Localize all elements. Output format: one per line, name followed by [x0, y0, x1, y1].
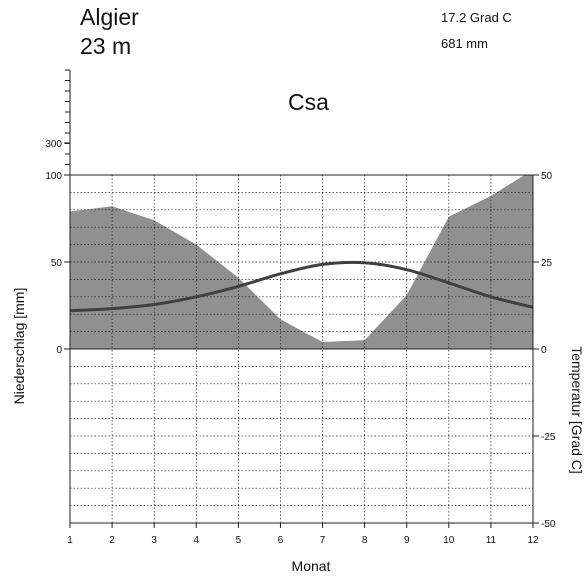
temperature-line	[69, 260, 534, 313]
y-axis-label: Niederschlag [mm]	[11, 288, 27, 405]
temperature-line-layer	[69, 260, 534, 313]
x-tick-label: 12	[527, 535, 539, 546]
x-tick-label: 11	[486, 535, 497, 546]
chart-title: Csa	[288, 89, 329, 115]
annual-precipitation: 681 mm	[441, 36, 488, 51]
grid-layer	[70, 175, 533, 523]
station-elevation: 23 m	[80, 33, 131, 59]
y-tick-label: 300	[45, 139, 62, 150]
precipitation-area	[70, 175, 533, 349]
y-tick-label: 50	[51, 258, 63, 269]
x-tick-label: 4	[193, 535, 199, 546]
x-tick-label: 7	[320, 535, 326, 546]
x-tick-label: 8	[362, 535, 368, 546]
x-tick-label: 6	[278, 535, 284, 546]
y2-tick-label: -50	[541, 519, 556, 530]
x-axis-label: Monat	[292, 558, 331, 574]
x-tick-label: 2	[109, 535, 115, 546]
precipitation-area-layer	[70, 175, 533, 349]
x-tick-label: 9	[404, 535, 410, 546]
x-tick-label: 10	[443, 535, 455, 546]
y2-tick-label: -25	[541, 432, 556, 443]
y2-tick-label: 25	[541, 258, 553, 269]
x-tick-label: 1	[67, 535, 73, 546]
x-tick-label: 5	[236, 535, 242, 546]
y2-axis-label: Temperatur [Grad C]	[569, 346, 585, 474]
station-name: Algier	[80, 4, 139, 30]
y2-tick-label: 50	[541, 171, 553, 182]
y-tick-label: 100	[45, 171, 62, 182]
x-tick-label: 3	[151, 535, 157, 546]
upper-axis-ticks	[65, 69, 70, 176]
y2-tick-label: 0	[541, 345, 547, 356]
mean-temperature: 17.2 Grad C	[441, 10, 512, 25]
y-tick-label: 0	[56, 345, 62, 356]
